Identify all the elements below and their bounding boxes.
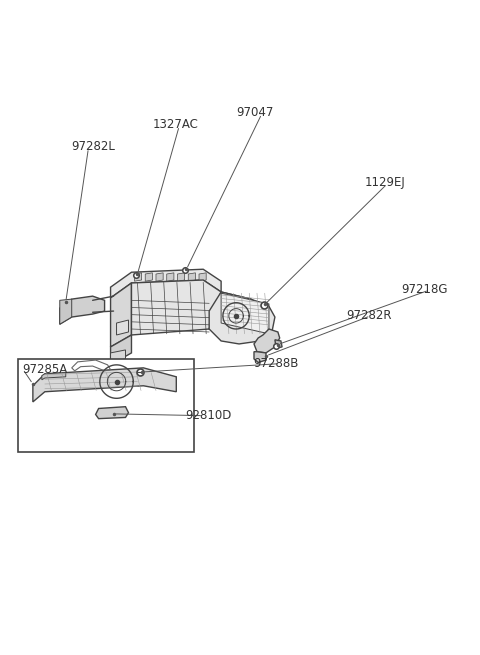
Polygon shape <box>178 273 185 281</box>
Polygon shape <box>188 273 195 281</box>
Text: 97282L: 97282L <box>72 140 116 153</box>
Polygon shape <box>199 273 206 281</box>
Polygon shape <box>110 269 221 298</box>
Polygon shape <box>42 373 66 380</box>
Text: 97288B: 97288B <box>253 356 298 369</box>
Polygon shape <box>209 292 251 340</box>
Polygon shape <box>110 350 125 362</box>
Polygon shape <box>132 280 221 335</box>
Polygon shape <box>117 320 129 335</box>
Text: 97047: 97047 <box>236 105 274 119</box>
Text: 92810D: 92810D <box>185 409 232 422</box>
Bar <box>18 359 194 451</box>
Text: 97282R: 97282R <box>347 309 392 322</box>
Polygon shape <box>167 273 174 281</box>
Polygon shape <box>254 329 280 353</box>
Text: 97218G: 97218G <box>402 283 448 296</box>
Polygon shape <box>134 273 142 281</box>
Polygon shape <box>145 273 152 281</box>
Polygon shape <box>156 273 163 281</box>
Text: 1327AC: 1327AC <box>152 117 198 130</box>
Polygon shape <box>275 340 282 348</box>
Polygon shape <box>110 283 132 347</box>
Polygon shape <box>96 407 129 419</box>
Polygon shape <box>254 352 266 362</box>
Text: 1129EJ: 1129EJ <box>364 176 405 189</box>
Polygon shape <box>60 296 105 324</box>
Polygon shape <box>209 292 275 344</box>
Polygon shape <box>110 335 132 365</box>
Polygon shape <box>33 368 176 402</box>
Polygon shape <box>60 299 72 324</box>
Polygon shape <box>221 293 269 334</box>
Text: 97285A: 97285A <box>23 363 68 375</box>
